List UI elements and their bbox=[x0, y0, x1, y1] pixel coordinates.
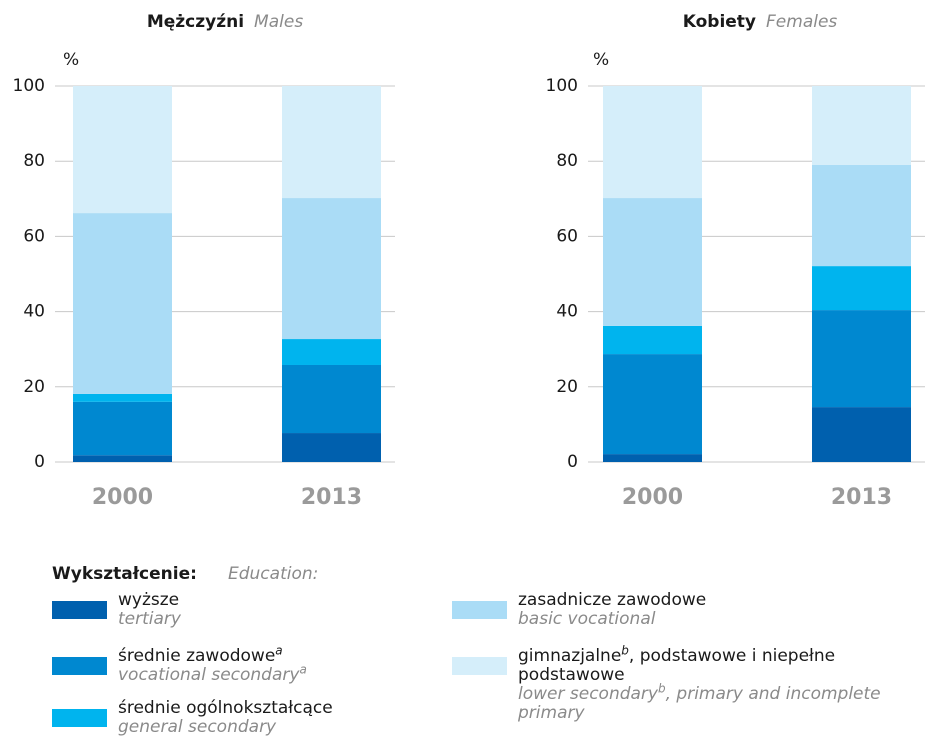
legend-label: zasadnicze zawodowe bbox=[518, 591, 838, 610]
y-axis-label: % bbox=[593, 50, 609, 70]
bar-segment bbox=[282, 364, 381, 434]
title: Mężczyźni bbox=[147, 12, 244, 32]
legend-title: Wykształcenie: bbox=[52, 564, 197, 584]
y-tick-label: 60 bbox=[556, 226, 578, 246]
label-en: vocational secondary bbox=[118, 665, 300, 685]
legend-item: gimnazjalneb, podstawowe i niepełne pods… bbox=[518, 644, 935, 723]
legend-label: średnie zawodowea bbox=[118, 644, 438, 666]
legend-label: gimnazjalneb, podstawowe i niepełne pods… bbox=[518, 644, 935, 685]
label-note: b bbox=[621, 643, 629, 658]
label-rest: , podstawowe i niepełne podstawowe bbox=[518, 646, 836, 685]
x-tick-label: 2013 bbox=[831, 485, 892, 510]
subtitle: Males bbox=[254, 12, 303, 32]
y-tick-label: 100 bbox=[546, 76, 578, 96]
bar-segment bbox=[282, 433, 381, 462]
bar-segment bbox=[603, 354, 702, 455]
bar-segment bbox=[73, 455, 172, 462]
legend-swatch bbox=[452, 657, 507, 675]
y-tick-label: 80 bbox=[23, 151, 45, 171]
label-en: basic vocational bbox=[518, 609, 656, 629]
label-note: a bbox=[275, 643, 283, 658]
bar-segment bbox=[73, 401, 172, 456]
label: średnie ogólnokształcące bbox=[118, 698, 333, 718]
legend-label-en: tertiary bbox=[118, 610, 438, 629]
label-en: tertiary bbox=[118, 609, 181, 629]
legend-item: średnie ogólnokształcące general secondar… bbox=[118, 699, 438, 737]
legend-swatch bbox=[452, 601, 507, 619]
y-tick-label: 40 bbox=[23, 302, 45, 322]
bar-segment bbox=[812, 310, 911, 408]
y-tick-label: 60 bbox=[23, 226, 45, 246]
label-en-rest: , primary and incomplete primary bbox=[518, 684, 881, 723]
label: wyższe bbox=[118, 590, 180, 610]
bar-segment bbox=[603, 86, 702, 199]
bar-segment bbox=[282, 86, 381, 199]
y-tick-label: 0 bbox=[34, 452, 45, 472]
y-tick-label: 20 bbox=[556, 377, 578, 397]
label: średnie zawodowe bbox=[118, 646, 276, 666]
label: gimnazjalne bbox=[518, 646, 622, 666]
label-en: general secondary bbox=[118, 717, 277, 737]
legend-swatch bbox=[52, 709, 107, 727]
chart-title: Mężczyźni Males bbox=[147, 12, 303, 32]
y-tick-label: 80 bbox=[556, 151, 578, 171]
subtitle: Females bbox=[766, 12, 837, 32]
legend-item: średnie zawodowea vocational secondarya bbox=[118, 644, 438, 685]
y-tick-label: 0 bbox=[567, 452, 578, 472]
bar-segment bbox=[73, 213, 172, 394]
legend-item: zasadnicze zawodowe basic vocational bbox=[518, 591, 838, 629]
bar-segment bbox=[603, 325, 702, 355]
bar-segment bbox=[73, 86, 172, 214]
x-tick-label: 2000 bbox=[92, 485, 153, 510]
label-en-note: a bbox=[299, 662, 307, 677]
y-axis-label: % bbox=[63, 50, 79, 70]
bar-segment bbox=[812, 164, 911, 267]
bar-segment bbox=[282, 339, 381, 365]
bar-segment bbox=[812, 407, 911, 462]
x-tick-label: 2000 bbox=[622, 485, 683, 510]
chart-title: Kobiety Females bbox=[683, 12, 838, 32]
bar-segment bbox=[812, 266, 911, 311]
bar-segment bbox=[603, 454, 702, 462]
title: Kobiety bbox=[683, 12, 756, 32]
y-tick-label: 20 bbox=[23, 377, 45, 397]
bar-segment bbox=[603, 198, 702, 326]
legend-label-en: lower secondaryb, primary and incomplete… bbox=[518, 682, 935, 723]
legend-swatch bbox=[52, 657, 107, 675]
legend-label: średnie ogólnokształcące bbox=[118, 699, 438, 718]
legend-label-en: general secondary bbox=[118, 718, 438, 737]
label-en: lower secondary bbox=[518, 684, 658, 704]
legend-label: wyższe bbox=[118, 591, 438, 610]
label-en-note: b bbox=[657, 681, 666, 696]
legend-item: wyższe tertiary bbox=[118, 591, 438, 629]
charts: Mężczyźni Males% 0 20 40 60 80 100 2000 2013 Kobie… bbox=[13, 12, 925, 510]
legend-label-en: basic vocational bbox=[518, 610, 838, 629]
y-tick-label: 100 bbox=[13, 76, 45, 96]
legend-swatch bbox=[52, 601, 107, 619]
legend-label-en: vocational secondarya bbox=[118, 663, 438, 685]
label: zasadnicze zawodowe bbox=[518, 590, 707, 610]
bar-segment bbox=[73, 393, 172, 402]
bar-segment bbox=[282, 198, 381, 340]
bar-segment bbox=[812, 86, 911, 165]
x-tick-label: 2013 bbox=[301, 485, 362, 510]
legend-title-en: Education: bbox=[228, 564, 319, 584]
y-tick-label: 40 bbox=[556, 302, 578, 322]
